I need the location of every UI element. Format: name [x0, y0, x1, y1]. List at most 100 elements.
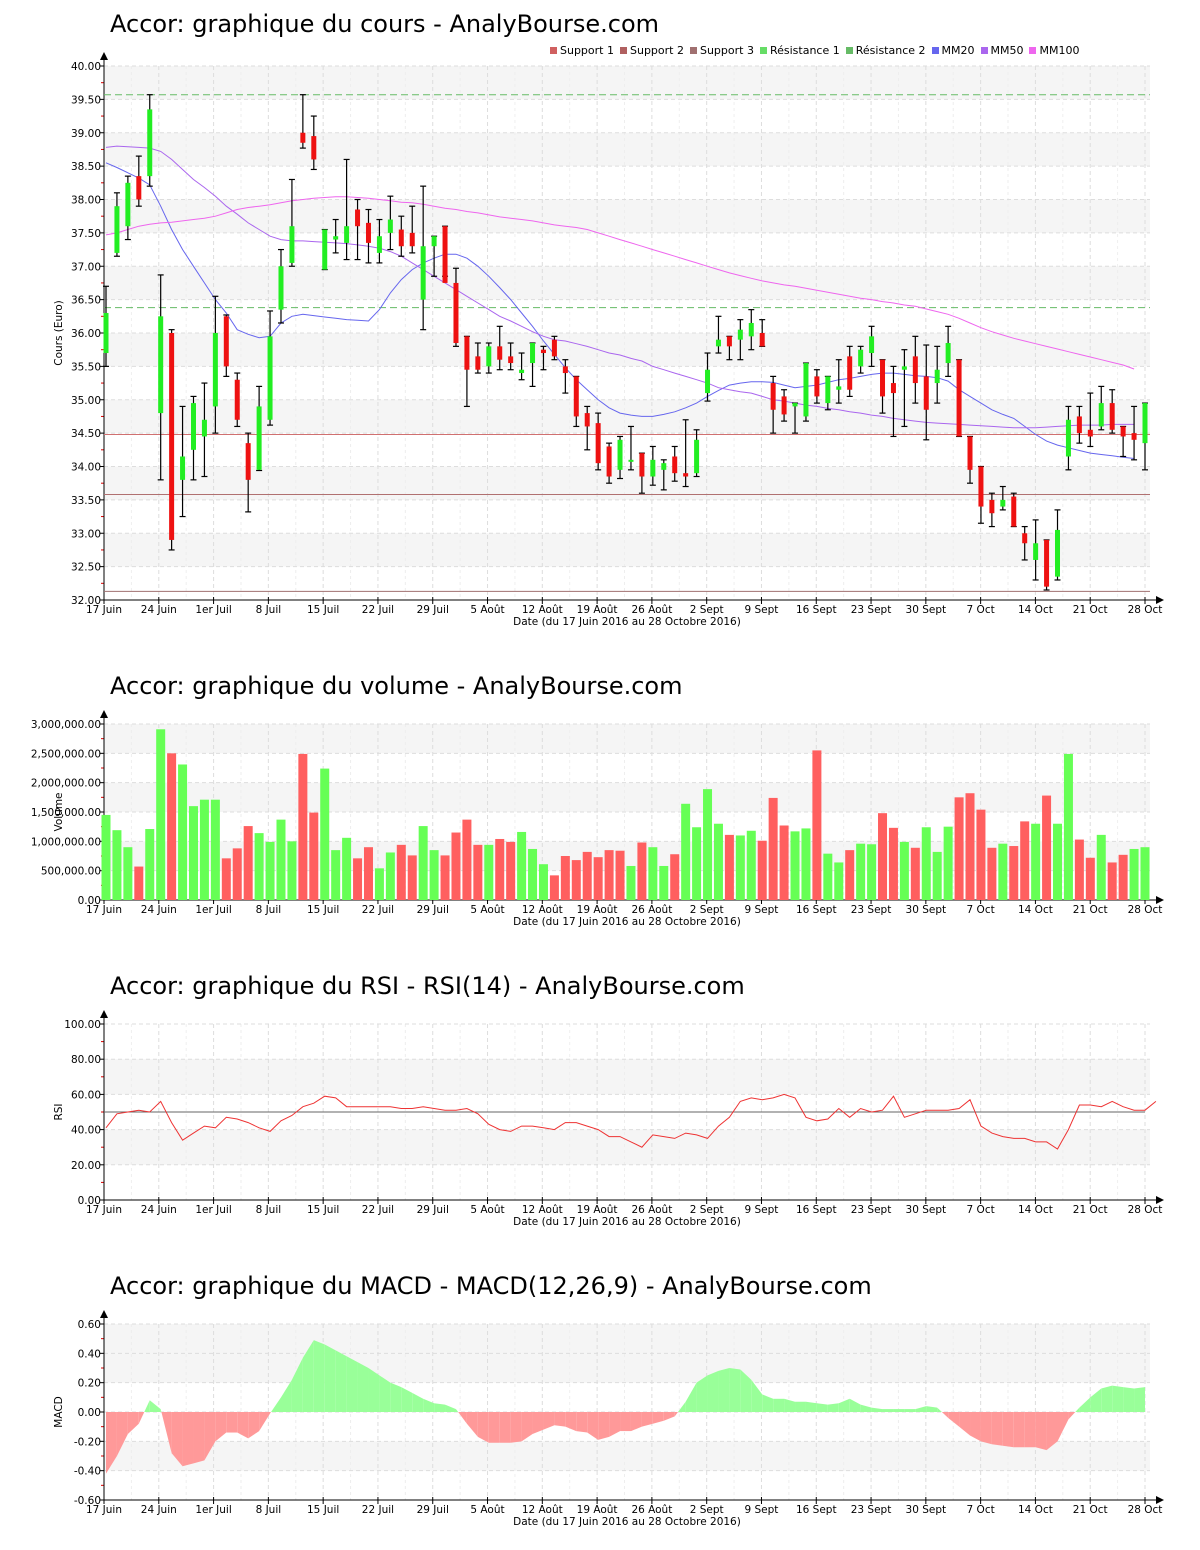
x-tick-label: 8 Juil: [256, 904, 282, 916]
candle: [299, 94, 306, 149]
macd-area-segment: [630, 1412, 642, 1432]
volume-bar: [549, 875, 559, 900]
candle: [179, 405, 186, 518]
volume-bar: [156, 729, 166, 900]
x-tick-label: 5 Août: [470, 1204, 504, 1216]
x-tick-label: 2 Sept: [690, 1504, 724, 1516]
x-tick-label: 29 Juil: [417, 904, 449, 916]
candle-body: [661, 463, 667, 470]
x-tick-label: 9 Sept: [745, 1504, 779, 1516]
macd-area-segment: [248, 1412, 260, 1439]
macd-area-segment: [280, 1379, 292, 1412]
volume-bar: [1031, 823, 1041, 900]
macd-area-segment: [991, 1412, 1003, 1446]
y-tick-label: 0.60: [78, 1319, 101, 1331]
candle-body: [1109, 403, 1115, 430]
macd-area-segment: [784, 1398, 796, 1412]
candle-body: [256, 406, 262, 470]
macd-area-segment: [1002, 1412, 1014, 1448]
x-tick-label: 22 Juil: [362, 1504, 394, 1516]
x-tick-label: 29 Juil: [417, 1504, 449, 1516]
candle-body: [858, 349, 864, 367]
x-tick-label: 23 Sept: [851, 904, 892, 916]
macd-area-segment: [652, 1412, 664, 1424]
rsi-line: [105, 1093, 1157, 1150]
legend-swatch-icon: [689, 47, 697, 54]
volume-bar: [976, 809, 986, 900]
grid-band: [104, 399, 1150, 434]
candle-body: [212, 333, 218, 407]
macd-area-segment: [1112, 1385, 1124, 1412]
candle-body: [1087, 429, 1093, 437]
candle: [431, 235, 438, 277]
x-tick-label: 1er Juil: [195, 1204, 231, 1216]
volume-bar: [757, 840, 767, 900]
volume-bar: [560, 856, 570, 900]
y-tick-label: 32.00: [71, 595, 101, 607]
macd-area-segment: [390, 1382, 402, 1412]
y-tick-label: 80.00: [71, 1054, 101, 1066]
volume-bar: [998, 843, 1008, 900]
candle: [1131, 405, 1138, 461]
volume-bar: [254, 833, 264, 900]
candle: [1043, 539, 1050, 591]
legend-label: MM20: [941, 44, 975, 57]
volume-bar: [517, 831, 527, 900]
volume-bar: [484, 844, 494, 900]
candle: [409, 205, 416, 254]
candle-body: [650, 459, 656, 477]
macd-area-segment: [926, 1406, 938, 1412]
macd-area-segment: [412, 1392, 424, 1412]
volume-bar: [506, 841, 516, 900]
candle-body: [737, 329, 743, 340]
candle-body: [814, 376, 820, 397]
legend-swatch-icon: [931, 47, 939, 54]
candle: [846, 345, 853, 398]
macd-area-segment: [729, 1368, 741, 1412]
candle-body: [967, 436, 973, 470]
x-tick-label: 5 Août: [470, 1504, 504, 1516]
volume-bar: [342, 837, 352, 900]
candle: [1087, 392, 1094, 448]
grid-band: [104, 333, 1150, 367]
macd-area-segment: [663, 1412, 675, 1421]
candle: [201, 382, 208, 478]
volume-bar: [746, 830, 756, 900]
legend-label: MM50: [990, 44, 1024, 57]
volume-bar: [199, 799, 209, 900]
candle-body: [1131, 433, 1137, 440]
rsi-chart-title: Accor: graphique du RSI - RSI(14) - Anal…: [110, 972, 745, 1000]
x-tick-label: 17 Juin: [86, 904, 122, 916]
macd-area-segment: [127, 1412, 139, 1434]
volume-bar: [735, 835, 745, 900]
macd-area-segment: [565, 1412, 577, 1432]
volume-bar: [134, 866, 144, 900]
candle-body: [639, 453, 645, 477]
x-tick-label: 26 Août: [631, 1204, 672, 1216]
x-tick-label: 30 Sept: [906, 904, 947, 916]
y-tick-label: 39.00: [71, 128, 101, 140]
x-axis-label: Date (du 17 Juin 2016 au 28 Octobre 2016…: [513, 1216, 741, 1228]
candle: [627, 425, 634, 471]
macd-area-segment: [1046, 1412, 1058, 1451]
price-plot: 32.00 32.50 33.00 33.50 34.00 34.50 35.00 35.50…: [53, 52, 1164, 628]
candle-body: [901, 366, 907, 370]
candle-body: [978, 466, 984, 507]
candle-body: [617, 439, 623, 470]
volume-bar: [1129, 848, 1139, 900]
x-tick-label: 12 Août: [522, 604, 563, 616]
candle-body: [880, 359, 886, 397]
volume-bar: [1107, 862, 1117, 900]
macd-area-segment: [1035, 1412, 1047, 1451]
macd-area-segment: [204, 1412, 216, 1461]
macd-area-segment: [937, 1407, 942, 1412]
candle-body: [1055, 529, 1061, 577]
y-axis-label: Cours (Euro): [53, 300, 65, 366]
candle: [835, 359, 842, 404]
candle: [912, 335, 919, 404]
x-tick-label: 28 Oct: [1128, 604, 1163, 616]
volume-bar: [538, 864, 548, 900]
candle: [956, 359, 963, 438]
volume-bar: [101, 814, 111, 900]
candle: [245, 432, 252, 513]
